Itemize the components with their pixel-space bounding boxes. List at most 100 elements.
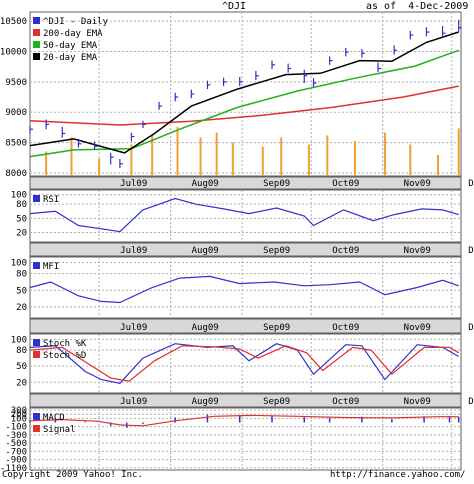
- volume-bar: [199, 137, 202, 176]
- volume-bar: [457, 128, 460, 176]
- volume-bar: [130, 144, 133, 176]
- y-tick-label: 20: [16, 378, 27, 388]
- y-tick-label: -300: [5, 431, 27, 441]
- y-tick-label: -100: [5, 423, 27, 433]
- legend-swatch: [33, 413, 40, 420]
- y-tick-label: -1100: [0, 464, 27, 474]
- y-tick-label: 100: [11, 335, 27, 345]
- legend-label: RSI: [43, 195, 59, 205]
- x-tick-label: Oct09: [332, 323, 359, 333]
- x-tick-label: Aug09: [192, 323, 219, 333]
- date-label-band: [29, 242, 462, 257]
- legend-swatch: [33, 195, 40, 202]
- panel-frame: [29, 189, 462, 243]
- x-tick-label: Nov09: [404, 397, 431, 407]
- signal-line: [29, 414, 459, 427]
- volume-bar: [436, 155, 439, 176]
- x-tick-label: Dec09: [468, 179, 474, 189]
- volume-bar: [176, 127, 179, 176]
- x-tick-label: Sep09: [263, 246, 290, 256]
- legend-swatch: [33, 339, 40, 346]
- chart-symbol: ^DJI: [222, 1, 247, 12]
- y-tick-label: 100: [11, 259, 27, 269]
- x-tick-label: Oct09: [332, 246, 359, 256]
- legend-swatch: [33, 351, 40, 358]
- y-tick-label: 10500: [0, 17, 27, 27]
- legend-label: 200-day EMA: [43, 29, 103, 39]
- x-tick-label: Nov09: [404, 179, 431, 189]
- y-tick-label: 9000: [5, 108, 27, 118]
- y-tick-label: 50: [16, 362, 27, 372]
- y-tick-label: -900: [5, 456, 27, 466]
- y-tick-label: -700: [5, 447, 27, 457]
- x-tick-label: Oct09: [332, 179, 359, 189]
- stoch-k-line: [29, 343, 459, 384]
- volume-bar: [98, 158, 101, 176]
- y-tick-label: 300: [11, 406, 27, 416]
- x-tick-label: Aug09: [192, 179, 219, 189]
- legend-swatch: [33, 262, 40, 269]
- y-tick-label: 80: [16, 270, 27, 280]
- legend-label: 50-day EMA: [43, 41, 98, 51]
- ema200-line: [29, 85, 459, 126]
- panel-frame: [29, 333, 462, 394]
- x-tick-label: Aug09: [192, 246, 219, 256]
- date-label-band: [29, 318, 462, 334]
- copyright: Copyright 2009 Yahoo! Inc.: [2, 470, 143, 480]
- source-url: http://finance.yahoo.com/: [330, 470, 466, 480]
- legend-label: Stoch %K: [43, 339, 87, 349]
- x-tick-label: Jul09: [120, 397, 147, 407]
- legend-label: Signal: [43, 425, 76, 435]
- volume-bar: [383, 132, 386, 176]
- rsi-line: [29, 197, 459, 233]
- mfi-line: [29, 275, 459, 304]
- volume-bar: [353, 141, 356, 176]
- x-tick-label: Sep09: [263, 323, 290, 333]
- legend-swatch: [33, 41, 40, 48]
- ema50-line: [29, 49, 459, 158]
- volume-bar: [231, 142, 234, 176]
- ema20-line: [29, 31, 459, 154]
- volume-bar: [326, 135, 329, 176]
- y-tick-label: 50: [16, 214, 27, 224]
- x-tick-label: Dec09: [468, 397, 474, 407]
- x-tick-label: Jul09: [120, 246, 147, 256]
- date-label-band: [29, 176, 462, 190]
- legend-label: 20-day EMA: [43, 53, 98, 63]
- x-tick-label: Nov09: [404, 323, 431, 333]
- y-tick-label: 8000: [5, 169, 27, 179]
- x-tick-label: Oct09: [332, 397, 359, 407]
- legend-label: ^DJI - Daily: [43, 17, 109, 27]
- x-tick-label: Aug09: [192, 397, 219, 407]
- legend-swatch: [33, 17, 40, 24]
- x-tick-label: Sep09: [263, 179, 290, 189]
- y-tick-label: 200: [11, 410, 27, 420]
- y-tick-label: 80: [16, 200, 27, 210]
- y-tick-label: 50: [16, 286, 27, 296]
- legend-label: Stoch %D: [43, 351, 86, 361]
- volume-bar: [307, 144, 310, 176]
- x-tick-label: Nov09: [404, 246, 431, 256]
- date-label-band: [29, 393, 462, 408]
- panel-frame: [29, 407, 462, 471]
- stoch-d-line: [29, 345, 460, 382]
- volume-bar: [45, 151, 48, 176]
- legend-label: MACD: [43, 413, 65, 423]
- y-tick-label: 80: [16, 346, 27, 356]
- legend-swatch: [33, 29, 40, 36]
- y-tick-label: 20: [16, 229, 27, 239]
- x-tick-label: Sep09: [263, 397, 290, 407]
- legend-swatch: [33, 425, 40, 432]
- y-tick-label: 8500: [5, 139, 27, 149]
- x-tick-label: Dec09: [468, 246, 474, 256]
- y-tick-label: 10000: [0, 47, 27, 57]
- y-tick-label: 100: [11, 191, 27, 201]
- y-tick-label: -500: [5, 439, 27, 449]
- y-tick-label: 20: [16, 303, 27, 313]
- x-tick-label: Jul09: [120, 323, 147, 333]
- legend-swatch: [33, 53, 40, 60]
- panel-frame: [29, 256, 462, 319]
- volume-bar: [70, 137, 73, 176]
- y-tick-label: 9500: [5, 78, 27, 88]
